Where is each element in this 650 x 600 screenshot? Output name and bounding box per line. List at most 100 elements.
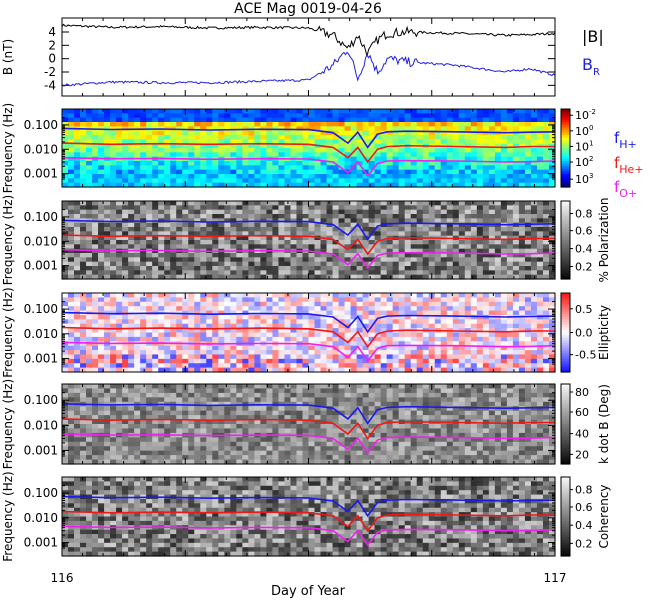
heatmap-cell	[290, 117, 298, 123]
heatmap-cell	[260, 336, 268, 342]
heatmap-cell	[542, 270, 550, 276]
heatmap-cell	[476, 332, 484, 338]
heatmap-cell	[314, 306, 322, 312]
heatmap-cell	[464, 135, 472, 140]
heatmap-cell	[242, 201, 249, 206]
heatmap-cell	[380, 363, 388, 369]
heatmap-cell	[440, 367, 448, 373]
heatmap-cell	[98, 222, 105, 228]
heatmap-cell	[218, 336, 225, 342]
heatmap-cell	[62, 209, 69, 215]
heatmap-cell	[194, 169, 201, 175]
heatmap-cell	[68, 201, 75, 206]
heatmap-cell	[206, 328, 213, 334]
heatmap-cell	[488, 178, 496, 184]
heatmap-cell	[158, 266, 165, 271]
heatmap-cell	[422, 301, 430, 307]
heatmap-cell	[260, 367, 268, 373]
heatmap-cell	[380, 231, 388, 237]
heatmap-cell	[98, 122, 105, 127]
heatmap-cell	[338, 261, 346, 267]
heatmap-cell	[326, 169, 334, 175]
heatmap-cell	[260, 148, 268, 153]
heatmap-cell	[452, 139, 460, 145]
heatmap-cell	[242, 178, 249, 184]
heatmap-cell	[470, 301, 478, 307]
heatmap-cell	[296, 139, 304, 145]
heatmap-cell	[326, 332, 334, 338]
heatmap-cell	[194, 205, 201, 211]
heatmap-cell	[326, 248, 334, 254]
heatmap-cell	[446, 161, 454, 166]
heatmap-cell	[236, 261, 243, 267]
heatmap-cell	[284, 297, 292, 303]
heatmap-cell	[146, 274, 153, 280]
heatmap-cell	[248, 209, 255, 215]
heatmap-cell	[410, 122, 418, 127]
heatmap-cell	[524, 301, 532, 307]
heatmap-cell	[146, 314, 153, 320]
heatmap-cell	[278, 261, 286, 267]
heatmap-cell	[470, 117, 478, 123]
heatmap-cell	[302, 336, 310, 342]
heatmap-cell	[374, 248, 382, 254]
heatmap-cell	[512, 209, 520, 215]
heatmap-cell	[284, 345, 292, 351]
heatmap-cell	[368, 222, 376, 228]
heatmap-cell	[308, 244, 316, 250]
heatmap-cell	[332, 109, 340, 114]
heatmap-cell	[80, 178, 87, 184]
heatmap-cell	[542, 336, 550, 342]
heatmap-cell	[416, 139, 424, 145]
heatmap-cell	[248, 205, 255, 211]
heatmap-cell	[314, 270, 322, 276]
heatmap-cell	[422, 367, 430, 373]
heatmap-cell	[326, 336, 334, 342]
heatmap-cell	[410, 231, 418, 237]
heatmap-cell	[68, 314, 75, 320]
heatmap-cell	[422, 345, 430, 351]
heatmap-cell	[482, 214, 490, 219]
heatmap-cell	[254, 161, 261, 166]
heatmap-cell	[140, 182, 147, 188]
heatmap-cell	[374, 174, 382, 179]
heatmap-cell	[104, 235, 111, 241]
heatmap-cell	[158, 367, 165, 373]
heatmap-cell	[332, 350, 340, 356]
heatmap-cell	[512, 214, 520, 219]
heatmap-cell	[92, 244, 99, 250]
heatmap-cell	[74, 397, 81, 403]
heatmap-cell	[434, 341, 442, 347]
heatmap-cell	[116, 161, 123, 166]
colorbar-segment	[561, 114, 570, 118]
heatmap-cell	[182, 143, 189, 149]
heatmap-cell	[338, 174, 346, 179]
heatmap-cell	[338, 182, 346, 188]
heatmap-cell	[296, 301, 304, 307]
heatmap-cell	[446, 266, 454, 271]
heatmap-cell	[86, 117, 93, 123]
heatmap-cell	[62, 178, 69, 184]
heatmap-cell	[188, 174, 195, 179]
heatmap-cell	[164, 354, 171, 360]
heatmap-cell	[152, 165, 159, 171]
heatmap-cell	[152, 130, 159, 136]
heatmap-cell	[236, 235, 243, 241]
heatmap-cell	[446, 231, 454, 237]
heatmap-cell	[224, 270, 231, 276]
heatmap-cell	[518, 240, 526, 245]
heatmap-cell	[470, 306, 478, 312]
heatmap-cell	[74, 165, 81, 171]
heatmap-cell	[158, 130, 165, 136]
heatmap-cell	[332, 328, 340, 334]
heatmap-cell	[140, 161, 147, 166]
heatmap-cell	[86, 314, 93, 320]
heatmap-cell	[416, 306, 424, 312]
heatmap-cell	[152, 328, 159, 334]
heatmap-cell	[92, 235, 99, 241]
heatmap-cell	[146, 257, 153, 263]
heatmap-cell	[272, 332, 280, 338]
heatmap-cell	[530, 270, 538, 276]
heatmap-cell	[74, 214, 81, 219]
heatmap-cell	[170, 222, 177, 228]
